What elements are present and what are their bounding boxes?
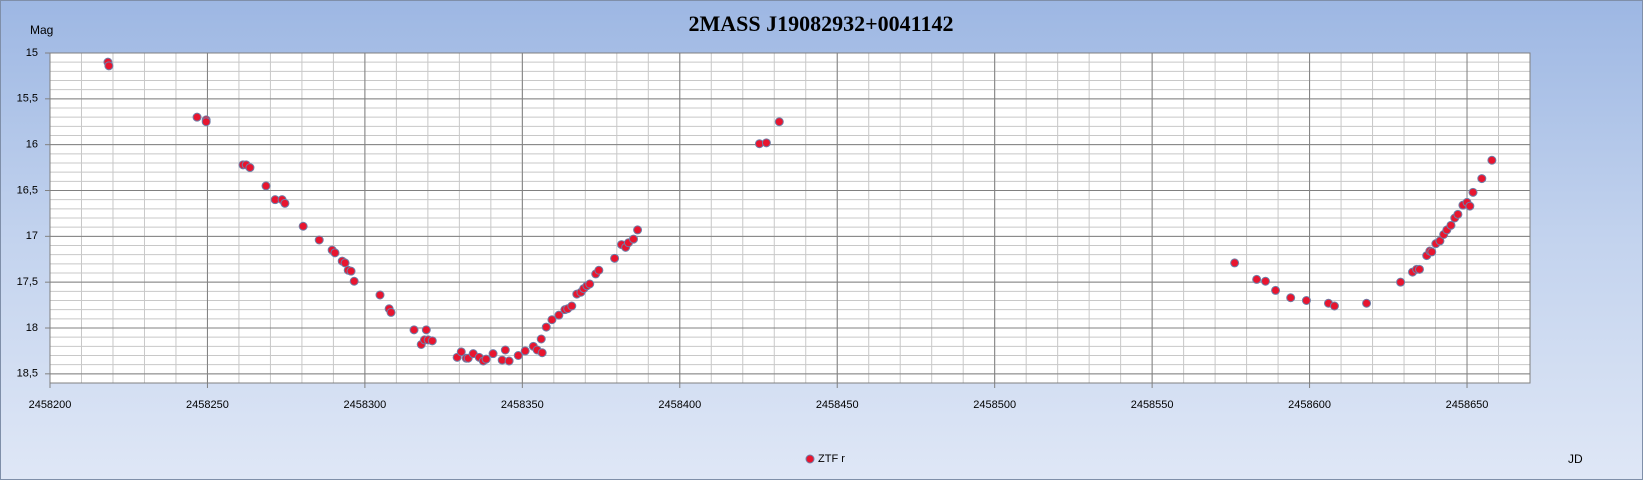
- x-tick-label: 2458650: [1446, 399, 1489, 411]
- data-point: [1286, 293, 1296, 303]
- data-point: [330, 248, 340, 258]
- data-point: [245, 163, 255, 173]
- plot-border: [49, 52, 1531, 384]
- x-axis-label: JD: [1568, 452, 1583, 466]
- x-tick-label: 2458450: [816, 399, 859, 411]
- x-tick-label: 2458550: [1131, 399, 1174, 411]
- y-tick-label: 16,5: [17, 184, 38, 196]
- data-point: [375, 290, 385, 300]
- grid: [45, 52, 1531, 388]
- data-point: [567, 301, 577, 311]
- data-point: [349, 276, 359, 286]
- y-tick-label: 17,5: [17, 276, 38, 288]
- x-tick-label: 2458500: [973, 399, 1016, 411]
- data-point: [1465, 201, 1475, 211]
- data-point: [1487, 155, 1497, 165]
- data-point: [1329, 301, 1339, 311]
- data-point: [340, 258, 350, 268]
- x-tick-label: 2458200: [29, 399, 72, 411]
- data-point: [1414, 264, 1424, 274]
- data-point: [104, 61, 114, 71]
- data-point: [633, 225, 643, 235]
- legend-label: ZTF r: [818, 453, 845, 465]
- data-point: [500, 345, 510, 355]
- data-point: [1446, 220, 1456, 230]
- data-point: [1252, 274, 1262, 284]
- data-point: [488, 349, 498, 359]
- y-tick-label: 18: [26, 322, 38, 334]
- data-point: [409, 325, 419, 335]
- data-point: [427, 336, 437, 346]
- data-point: [554, 310, 564, 320]
- chart-title: 2MASS J19082932+0041142: [689, 11, 954, 36]
- data-point: [261, 181, 271, 191]
- y-tick-label: 15,5: [17, 93, 38, 105]
- data-point: [537, 348, 547, 358]
- x-tick-label: 2458300: [343, 399, 386, 411]
- x-tick-label: 2458350: [501, 399, 544, 411]
- data-point: [774, 117, 784, 127]
- data-point: [456, 347, 466, 357]
- x-tick-label: 2458600: [1288, 399, 1331, 411]
- x-tick-label: 2458250: [186, 399, 229, 411]
- data-point: [201, 117, 211, 127]
- data-point: [1477, 174, 1487, 184]
- data-point: [513, 351, 523, 360]
- data-point: [1271, 285, 1281, 295]
- data-point: [504, 356, 514, 366]
- data-point: [1453, 209, 1463, 219]
- x-tick-label: 2458400: [658, 399, 701, 411]
- data-point: [1230, 258, 1240, 268]
- data-point: [610, 253, 620, 263]
- y-tick-label: 17: [26, 230, 38, 242]
- data-point: [628, 234, 638, 244]
- data-point: [594, 265, 604, 275]
- data-point: [1260, 276, 1270, 286]
- data-point: [192, 112, 202, 122]
- data-point: [1396, 277, 1406, 287]
- data-point: [585, 279, 595, 289]
- y-tick-label: 18,5: [17, 368, 38, 380]
- data-point: [346, 266, 356, 276]
- data-point: [541, 322, 551, 332]
- data-point: [421, 325, 431, 335]
- data-point: [520, 346, 530, 356]
- data-point: [1301, 296, 1311, 305]
- legend-marker: [805, 454, 815, 464]
- data-point: [280, 198, 290, 208]
- data-point: [547, 315, 557, 325]
- data-point: [1362, 298, 1372, 308]
- y-tick-label: 15: [26, 47, 38, 59]
- y-tick-label: 16: [26, 139, 38, 151]
- data-point: [1427, 247, 1437, 257]
- marks: [103, 57, 1497, 366]
- data-point: [386, 307, 396, 317]
- data-point: [536, 334, 546, 344]
- y-axis-label: Mag: [30, 23, 53, 37]
- data-point: [481, 354, 491, 364]
- data-point: [298, 221, 308, 231]
- data-point: [1468, 187, 1478, 197]
- data-point: [314, 235, 324, 245]
- data-point: [761, 138, 771, 148]
